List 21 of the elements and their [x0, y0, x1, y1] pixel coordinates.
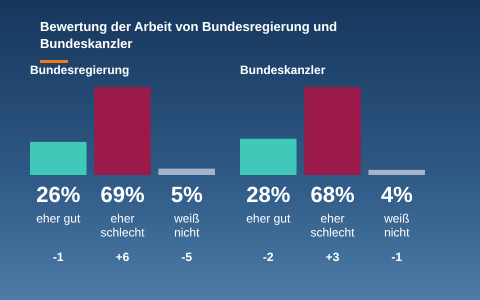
- data-label: 5%: [170, 182, 203, 207]
- data-label: 4%: [380, 182, 413, 207]
- x-tick-label: weiß nicht: [173, 212, 200, 240]
- x-tick-label: weiß nicht: [383, 212, 410, 240]
- text: -1: [391, 250, 402, 264]
- x-tick-label: eher gut: [246, 212, 291, 226]
- chart-subtitle: Bundesregierung: [30, 63, 130, 77]
- text: -2: [262, 250, 274, 264]
- text: +3: [326, 250, 340, 264]
- data-label: 68%: [310, 182, 355, 207]
- x-tick-label: eher schlecht: [100, 212, 146, 240]
- chart-title: Bewertung der Arbeit von Bundesregierung und Bundeskanzler: [40, 18, 370, 63]
- chart-title: Bundeskanzler: [240, 63, 326, 77]
- data-label: 69%: [100, 182, 145, 207]
- text: +6: [116, 250, 130, 264]
- text: -5: [181, 250, 192, 264]
- data-label: 28%: [246, 182, 290, 207]
- x-tick-label: eher gut: [36, 212, 81, 226]
- x-tick-label: eher schlecht: [310, 212, 356, 240]
- text: -1: [52, 250, 64, 264]
- data-label: 26%: [36, 182, 80, 207]
